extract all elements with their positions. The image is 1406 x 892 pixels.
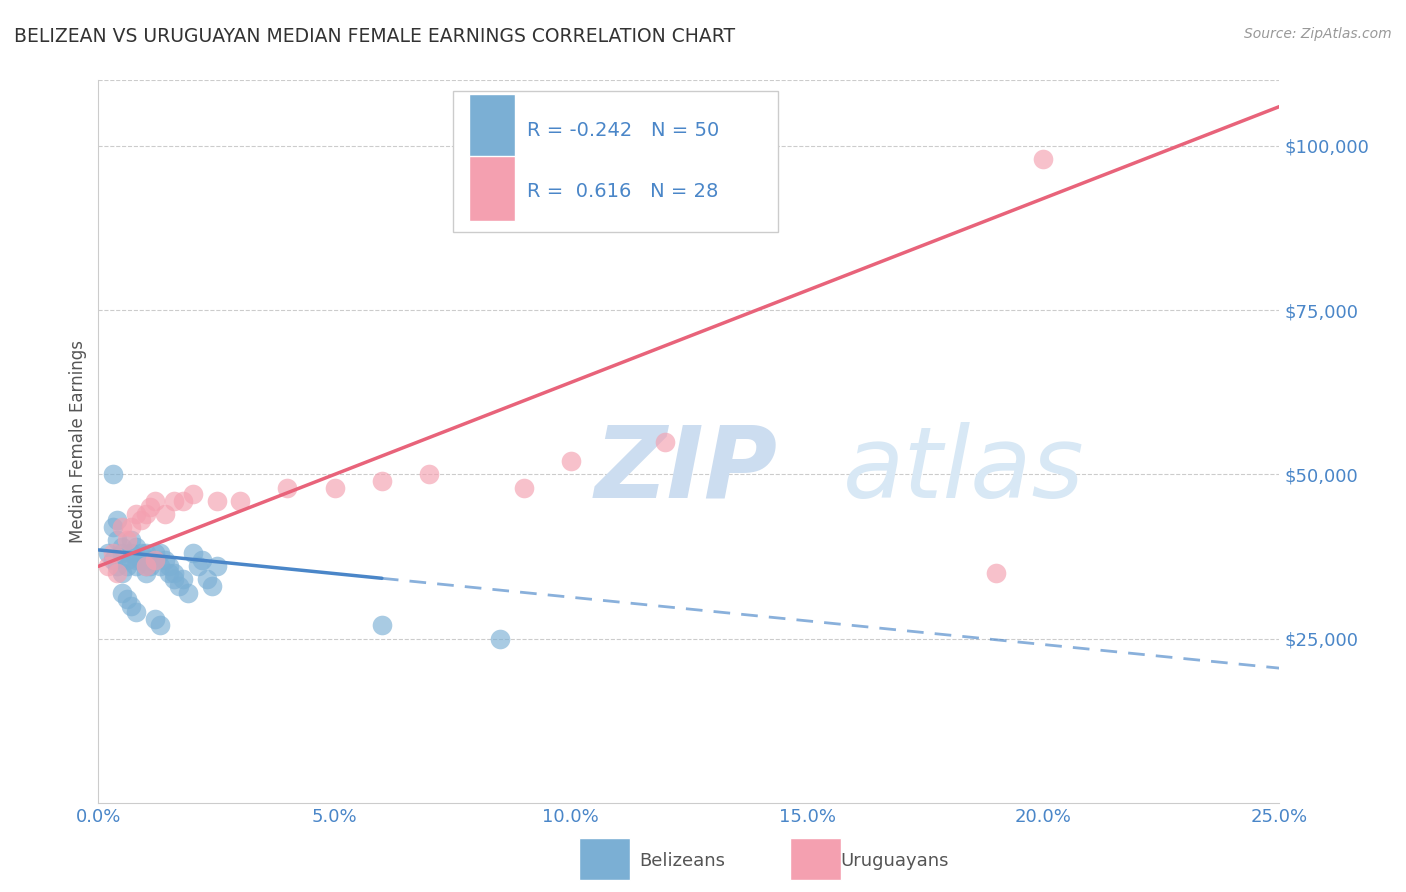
Point	[115, 533, 138, 547]
Point	[560, 454, 582, 468]
Point	[121, 546, 143, 560]
Point	[121, 533, 143, 547]
Point	[129, 546, 152, 560]
Point	[143, 553, 166, 567]
Point	[121, 599, 143, 613]
Point	[172, 573, 194, 587]
Point	[163, 493, 186, 508]
Point	[191, 553, 214, 567]
Text: BELIZEAN VS URUGUAYAN MEDIAN FEMALE EARNINGS CORRELATION CHART: BELIZEAN VS URUGUAYAN MEDIAN FEMALE EARN…	[14, 27, 735, 45]
Point	[181, 487, 204, 501]
Point	[105, 533, 128, 547]
Point	[654, 434, 676, 449]
Point	[105, 559, 128, 574]
Point	[371, 474, 394, 488]
Point	[153, 507, 176, 521]
Point	[139, 559, 162, 574]
Point	[105, 566, 128, 580]
Text: R = -0.242   N = 50: R = -0.242 N = 50	[527, 120, 720, 140]
Point	[129, 553, 152, 567]
Point	[229, 493, 252, 508]
Point	[139, 553, 162, 567]
Point	[101, 467, 124, 482]
Point	[163, 566, 186, 580]
Point	[121, 520, 143, 534]
Point	[418, 467, 440, 482]
Point	[167, 579, 190, 593]
Point	[157, 559, 180, 574]
Point	[143, 493, 166, 508]
Point	[149, 559, 172, 574]
FancyBboxPatch shape	[470, 155, 516, 221]
Point	[143, 546, 166, 560]
Point	[187, 559, 209, 574]
Point	[984, 566, 1007, 580]
Point	[195, 573, 218, 587]
Point	[111, 546, 134, 560]
Point	[172, 493, 194, 508]
Point	[115, 559, 138, 574]
Point	[149, 618, 172, 632]
Point	[115, 553, 138, 567]
Point	[153, 553, 176, 567]
Point	[97, 559, 120, 574]
Point	[135, 566, 157, 580]
Point	[143, 553, 166, 567]
FancyBboxPatch shape	[453, 91, 778, 232]
Point	[323, 481, 346, 495]
Point	[143, 612, 166, 626]
Y-axis label: Median Female Earnings: Median Female Earnings	[69, 340, 87, 543]
Point	[111, 585, 134, 599]
Text: atlas: atlas	[842, 422, 1084, 519]
Point	[177, 585, 200, 599]
Point	[205, 493, 228, 508]
Point	[125, 553, 148, 567]
Point	[101, 546, 124, 560]
Point	[129, 513, 152, 527]
Point	[135, 559, 157, 574]
Point	[125, 559, 148, 574]
Point	[205, 559, 228, 574]
Point	[111, 540, 134, 554]
Point	[101, 520, 124, 534]
Point	[135, 559, 157, 574]
Point	[135, 546, 157, 560]
Point	[111, 566, 134, 580]
Point	[125, 507, 148, 521]
Point	[111, 520, 134, 534]
Point	[125, 605, 148, 619]
Text: Source: ZipAtlas.com: Source: ZipAtlas.com	[1244, 27, 1392, 41]
Point	[139, 500, 162, 515]
Point	[181, 546, 204, 560]
Point	[276, 481, 298, 495]
Text: R =  0.616   N = 28: R = 0.616 N = 28	[527, 182, 718, 202]
Point	[1032, 152, 1054, 166]
Point	[149, 546, 172, 560]
Point	[157, 566, 180, 580]
FancyBboxPatch shape	[470, 95, 516, 160]
Point	[105, 513, 128, 527]
Point	[101, 553, 124, 567]
Text: Uruguayans: Uruguayans	[841, 852, 949, 870]
Point	[371, 618, 394, 632]
Point	[125, 540, 148, 554]
Point	[201, 579, 224, 593]
Point	[135, 507, 157, 521]
Point	[489, 632, 512, 646]
Point	[163, 573, 186, 587]
Text: ZIP: ZIP	[595, 422, 778, 519]
Point	[512, 481, 534, 495]
Text: Belizeans: Belizeans	[640, 852, 725, 870]
Point	[115, 592, 138, 607]
Point	[97, 546, 120, 560]
